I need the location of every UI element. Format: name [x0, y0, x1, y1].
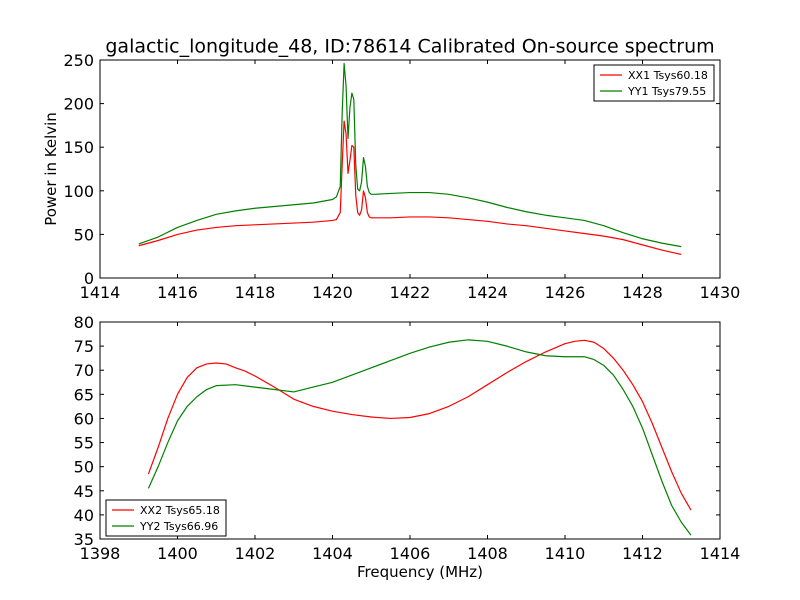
x-tick-label: 1408: [467, 544, 508, 563]
legend-box: [593, 64, 715, 102]
y-tick-label: 80: [74, 313, 94, 332]
series-line-1-1: [138, 120, 682, 256]
x-tick-label: 1424: [467, 283, 508, 302]
top-panel: 1414 1416 1418 1420 1422 1424 1426 1428 1430 0 50 1…: [42, 51, 740, 302]
y-tick-label: 60: [74, 409, 94, 428]
y-tick-label: 70: [74, 361, 94, 380]
y-tick-label: 150: [63, 138, 94, 157]
y-tick-label: 50: [74, 458, 94, 477]
y-tick-label: 55: [74, 434, 94, 453]
legend: XX2 Tsys65.18 YY2 Tsys66.96: [105, 499, 227, 537]
x-tick-label: 1414: [80, 283, 121, 302]
y-axis-label: Power in Kelvin: [42, 112, 60, 226]
y-tick-label: 45: [74, 482, 94, 501]
legend-label: XX1 Tsys60.18: [628, 69, 708, 82]
figure-title: galactic_longitude_48, ID:78614 Calibrat…: [105, 36, 714, 58]
legend-label: YY1 Tsys79.55: [627, 85, 706, 98]
x-tick-label: 1416: [157, 283, 198, 302]
bottom-panel: 1398 1400 1402 1404 1406 1408 1410 1412 1414 35 40…: [74, 313, 741, 581]
x-tick-label: 1402: [235, 544, 276, 563]
y-tick-label: 75: [74, 337, 94, 356]
y-tick-label: 50: [74, 225, 94, 244]
y-tick-label: 65: [74, 385, 94, 404]
y-tick-label: 250: [63, 51, 94, 70]
x-tick-label: 1400: [157, 544, 198, 563]
x-tick-label: 1428: [622, 283, 663, 302]
legend-label: YY2 Tsys66.96: [139, 520, 218, 533]
x-tick-label: 1420: [312, 283, 353, 302]
x-tick-label: 1398: [80, 544, 121, 563]
x-tick-label: 1422: [390, 283, 431, 302]
legend: XX1 Tsys60.18 YY1 Tsys79.55: [593, 64, 715, 102]
series-line-1-2: [138, 62, 682, 248]
y-tick-label: 40: [74, 506, 94, 525]
series-line-2-1: [147, 339, 692, 511]
x-axis-label: Frequency (MHz): [357, 563, 483, 581]
x-tick-label: 1406: [390, 544, 431, 563]
legend-box: [105, 499, 227, 537]
x-tick-label: 1414: [700, 544, 741, 563]
series-line-2-2: [147, 339, 692, 536]
x-tick-label: 1412: [622, 544, 663, 563]
x-tick-label: 1418: [235, 283, 276, 302]
x-tick-label: 1404: [312, 544, 353, 563]
x-tick-label: 1426: [545, 283, 586, 302]
legend-label: XX2 Tsys65.18: [140, 504, 220, 517]
y-tick-label: 200: [63, 95, 94, 114]
y-tick-label: 0: [84, 269, 94, 288]
x-tick-label: 1410: [545, 544, 586, 563]
x-tick-label: 1430: [700, 283, 741, 302]
y-tick-label: 35: [74, 530, 94, 549]
y-tick-label: 100: [63, 182, 94, 201]
